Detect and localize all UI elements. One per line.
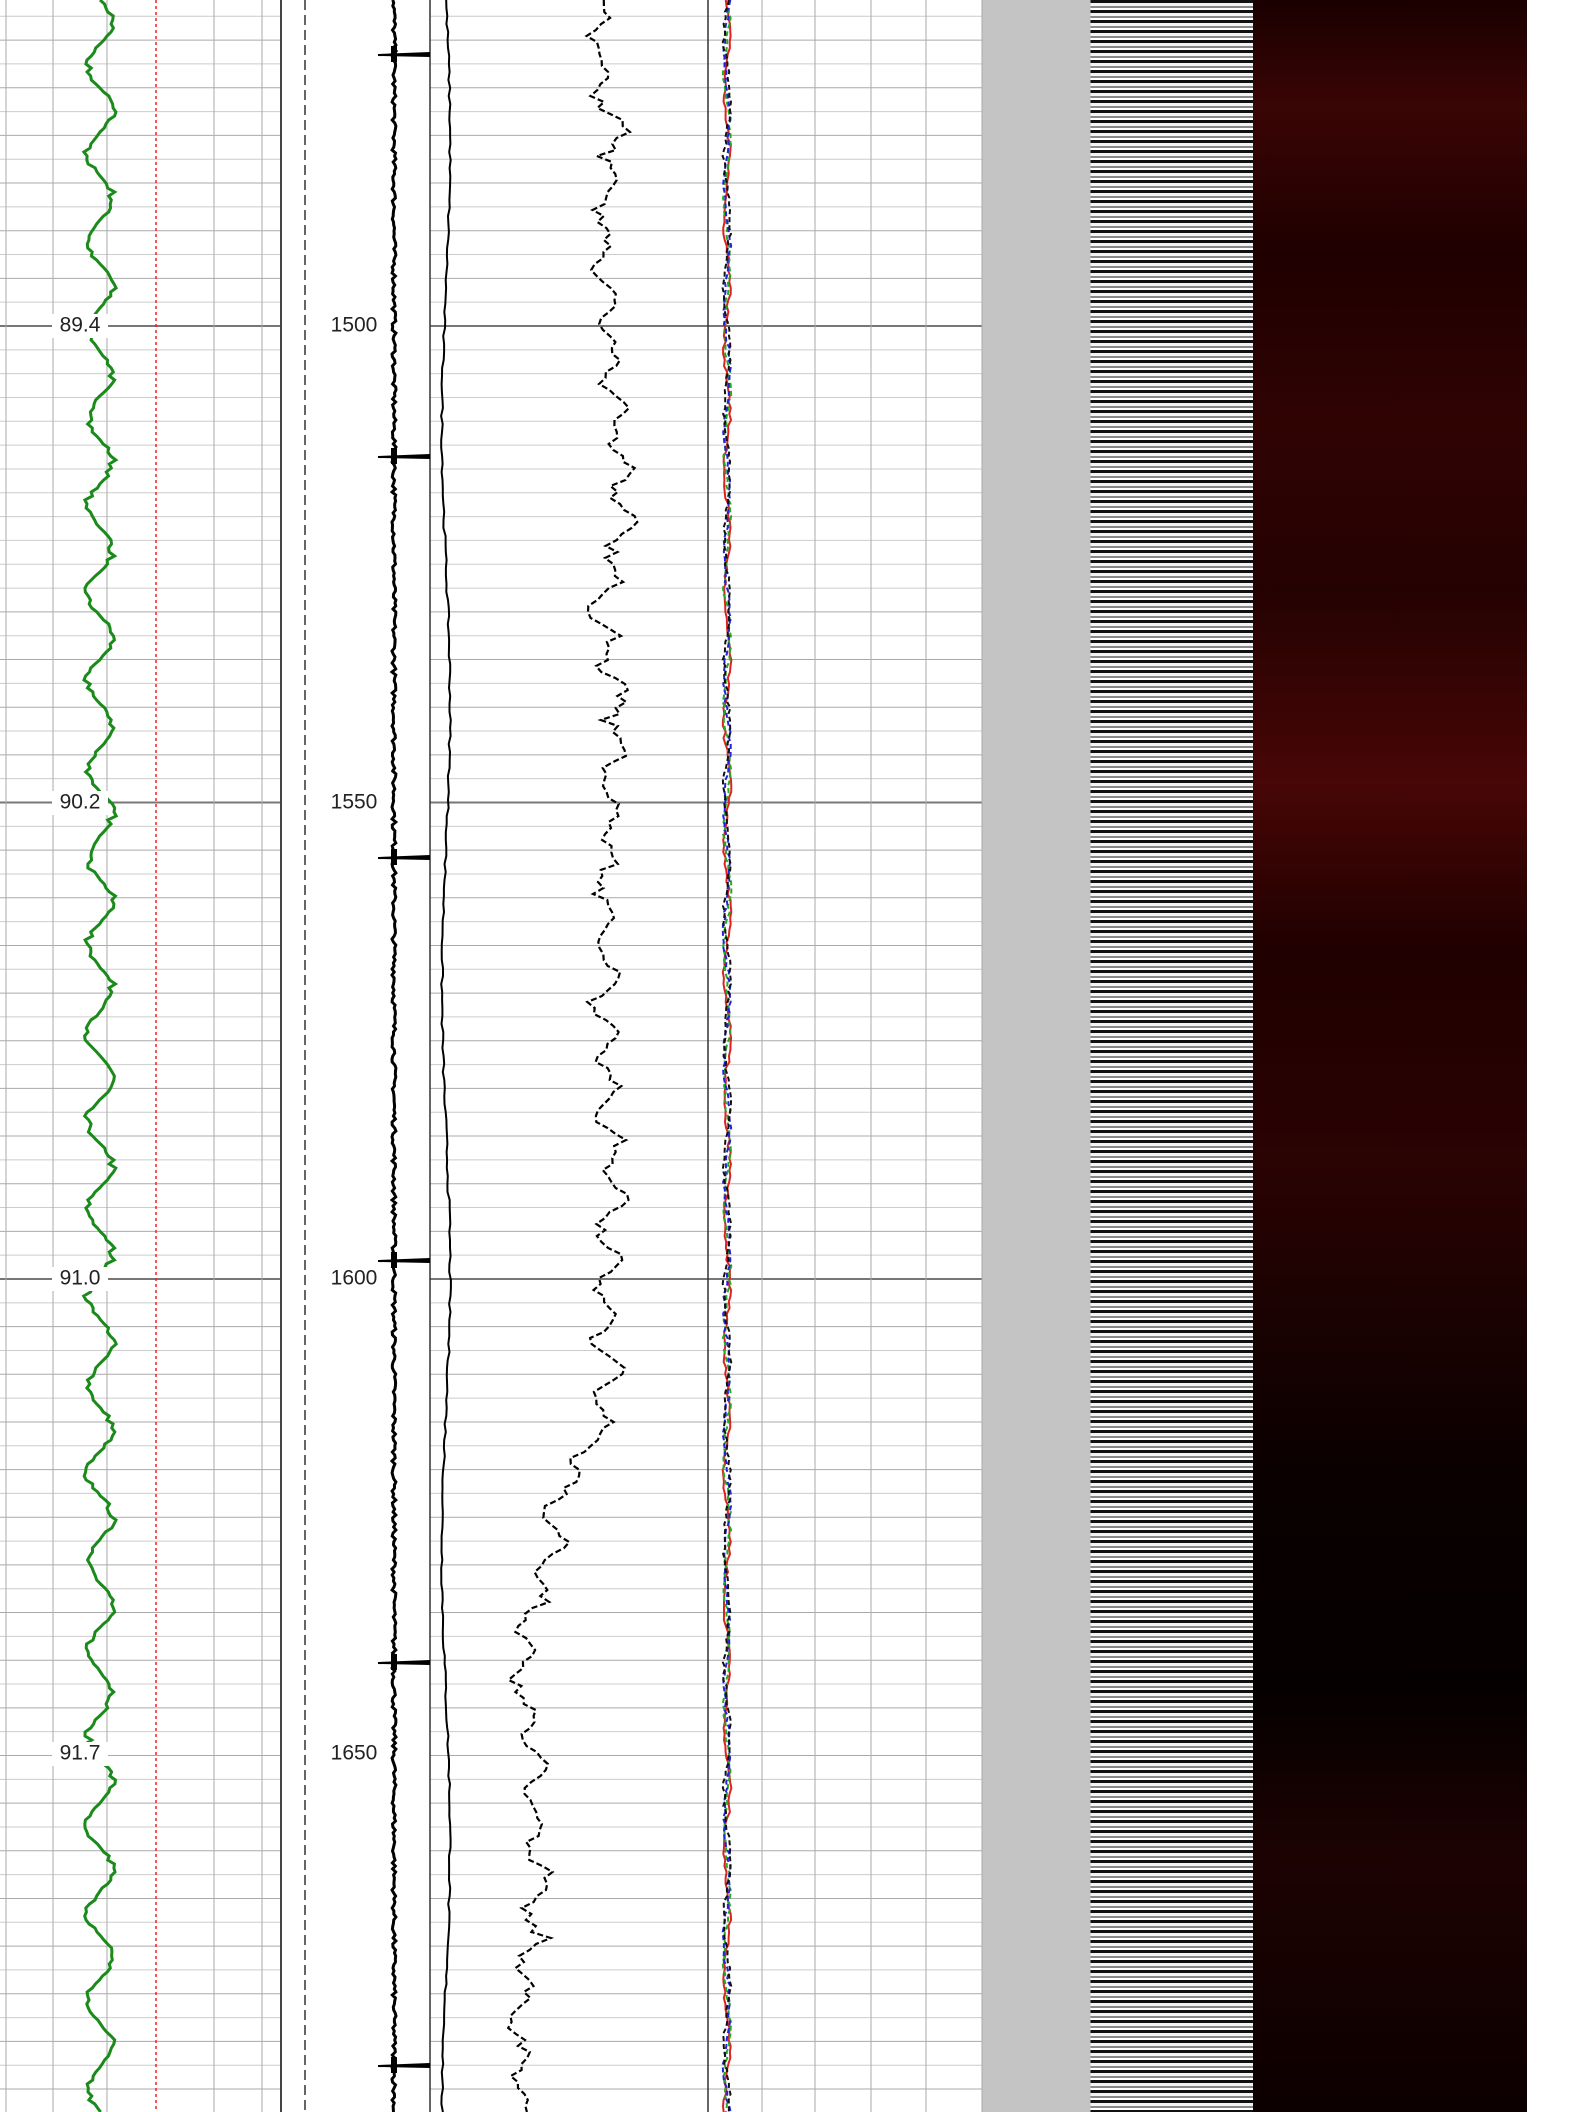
spike <box>378 52 430 57</box>
spike <box>378 2063 430 2068</box>
spike <box>378 855 430 860</box>
spike <box>378 1660 430 1665</box>
depth-label: 1550 <box>331 791 378 814</box>
track-label: 89.4 <box>60 314 101 337</box>
track-label: 91.0 <box>60 1267 101 1290</box>
label-bg <box>52 1742 108 1766</box>
depth-line <box>389 0 399 2112</box>
image-track-red <box>1253 0 1527 2112</box>
spike <box>378 454 430 459</box>
depth-label: 1500 <box>331 314 378 337</box>
depth-label: 1600 <box>331 1267 378 1290</box>
track-label: 91.7 <box>60 1742 101 1765</box>
label-bg <box>52 314 108 338</box>
label-bg <box>52 1267 108 1291</box>
image-track-amplitude <box>982 0 1253 2112</box>
depth-label: 1650 <box>331 1742 378 1765</box>
multi-curve <box>721 0 733 2112</box>
caliper-curve <box>440 0 452 2112</box>
spike <box>378 1258 430 1263</box>
label-bg <box>52 791 108 815</box>
track-label: 90.2 <box>60 791 101 814</box>
dashed-curve <box>506 0 639 2112</box>
